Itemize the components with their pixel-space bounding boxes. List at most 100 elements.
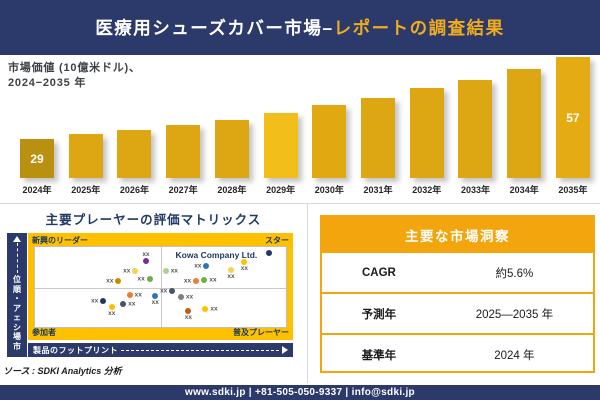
bar-2030年	[312, 57, 347, 178]
scatter-dot: xx	[241, 258, 248, 272]
year-tick-label: 2034年	[509, 185, 539, 195]
scatter-dot: xx	[123, 268, 139, 275]
table-row-base-year: 基準年 2024 年	[322, 333, 593, 374]
scatter-dot-label: xx	[106, 277, 114, 285]
scatter-dot-label: xx	[183, 277, 192, 285]
scatter-dot: xx	[201, 277, 217, 284]
arrow-right-icon	[282, 346, 288, 354]
quadrant-label-stars: スター	[265, 236, 289, 245]
matrix-gold-frame: 新興のリーダー スター Kowa Company Ltd. xx xx xx xx xx…	[28, 233, 293, 340]
scatter-dot-label: xx	[210, 305, 218, 313]
bar-2031年	[361, 57, 396, 178]
bar-value-label: 29	[30, 151, 44, 166]
x-axis-year-labels: 2024年 2025年 2026年 2027年 2028年 2029年 2030年 2031年…	[20, 183, 590, 196]
insights-table: 主要な市場洞察 CAGR 約5.6% 予測年 2025—2035 年 基準年 2…	[320, 215, 595, 373]
scatter-dot: xx	[202, 306, 218, 313]
x-axis-bar: 製品のフットプリント	[28, 343, 293, 357]
scatter-dot: xx	[152, 292, 159, 306]
quadrant-horizontal-line	[35, 287, 286, 289]
vertical-divider	[307, 203, 308, 383]
scatter-dot-label: xx	[170, 267, 178, 275]
bar-2029年	[263, 57, 298, 178]
scatter-dot: xx	[106, 278, 122, 285]
y-axis-bar: 市場シェア・順位	[7, 233, 27, 357]
bar-value-label: 57	[566, 110, 580, 125]
year-tick-label: 2028年	[217, 185, 247, 195]
highlighted-company-label: Kowa Company Ltd.	[175, 250, 258, 261]
scatter-dot: xx	[227, 267, 235, 280]
row-value: 2025—2035 年	[475, 308, 554, 321]
table-row-cagr: CAGR 約5.6%	[322, 253, 593, 292]
quadrant-band-bottom: 参加者 普及プレーヤー	[28, 327, 293, 338]
year-tick-label: 2031年	[363, 185, 393, 195]
scatter-dot: xx	[177, 293, 193, 300]
matrix-title: 主要プレーヤーの評価マトリックス	[45, 213, 262, 227]
bar-2034年	[507, 57, 542, 178]
scatter-dot: xx	[120, 300, 135, 307]
chart-subtitle-line1: 市場価値 (10億米ドル)、	[8, 62, 141, 74]
bar-2025年	[68, 57, 103, 178]
year-tick-label: 2025年	[71, 185, 101, 195]
scatter-dot-label: xx	[194, 262, 202, 270]
bar-2027年	[166, 57, 201, 178]
quadrant-label-participants: 参加者	[32, 328, 56, 337]
quadrant-label-emerging-leaders: 新興のリーダー	[32, 236, 88, 245]
scatter-dot-label: xx	[160, 287, 168, 295]
scatter-dot: xx	[162, 268, 178, 275]
scatter-dot: xx	[91, 297, 107, 304]
page-title: 医療用シューズカバー市場–レポートの調査結果	[95, 15, 504, 40]
scatter-dot-label: xx	[91, 297, 99, 305]
year-tick-label: 2030年	[314, 185, 344, 195]
scatter-dot-label: xx	[209, 276, 217, 284]
scatter-dot-label: xx	[142, 250, 150, 258]
bar-2028年	[214, 57, 249, 178]
bar-2032年	[409, 57, 444, 178]
matrix-figure: 市場シェア・順位 新興のリーダー スター Kowa Company Ltd. x…	[7, 233, 293, 357]
insights-table-title: 主要な市場洞察	[322, 217, 593, 253]
bar-2035年: 57	[555, 57, 590, 178]
scatter-dot: xx	[160, 287, 176, 294]
report-header: 医療用シューズカバー市場–レポートの調査結果	[0, 0, 600, 55]
footer-contact-line: www.sdki.jp | +81-505-050-9337 | info@sd…	[185, 387, 415, 398]
quadrant-label-pervasive-players: 普及プレーヤー	[233, 328, 289, 337]
row-value: 2024 年	[494, 349, 535, 362]
scatter-plot-area: Kowa Company Ltd. xx xx xx xx xx xx xx xx xx xx xx…	[34, 246, 287, 328]
x-axis-label: 製品のフットプリント	[33, 345, 118, 355]
scatter-dot: xx	[194, 262, 210, 269]
horizontal-divider	[0, 203, 600, 204]
row-value: 約5.6%	[495, 267, 534, 280]
x-axis-dashed-line	[121, 349, 279, 351]
scatter-dot-label: xx	[123, 267, 131, 275]
scatter-dot-label: xx	[137, 275, 145, 283]
scatter-dot-label: xx	[108, 310, 116, 318]
page-title-accent: レポートの調査結果	[333, 18, 505, 38]
chart-subtitle-line2: 2024−2035 年	[8, 77, 87, 90]
scatter-dot: xx	[108, 304, 115, 317]
scatter-dot: xx	[185, 308, 192, 321]
table-row-forecast-years: 予測年 2025—2035 年	[322, 292, 593, 333]
scatter-dot-label: xx	[128, 300, 136, 308]
year-tick-label: 2035年	[558, 185, 588, 195]
year-tick-label: 2024年	[22, 185, 52, 195]
scatter-dot: xx	[142, 251, 150, 264]
year-tick-label: 2026年	[119, 185, 149, 195]
year-tick-label: 2029年	[266, 185, 296, 195]
scatter-dot-label: xx	[185, 293, 194, 301]
row-label: CAGR	[361, 266, 396, 279]
scatter-dot-label: xx	[240, 264, 248, 272]
arrow-up-icon	[13, 236, 21, 242]
quadrant-vertical-line	[160, 247, 162, 327]
quadrant-band-top: 新興のリーダー スター	[28, 235, 293, 246]
year-tick-label: 2027年	[168, 185, 198, 195]
scatter-dot: xx	[126, 291, 142, 298]
bar-2026年	[117, 57, 152, 178]
row-label: 基準年	[361, 349, 397, 362]
scatter-dot-label: xx	[151, 298, 159, 306]
scatter-dot: xx	[137, 276, 153, 283]
y-axis-label: 市場シェア・順位	[13, 275, 21, 351]
source-note: ソース : SDKI Analytics 分析	[3, 366, 122, 376]
year-tick-label: 2032年	[412, 185, 442, 195]
bar-2024年: 29	[20, 57, 54, 178]
bar-series: 29 57	[20, 57, 590, 178]
